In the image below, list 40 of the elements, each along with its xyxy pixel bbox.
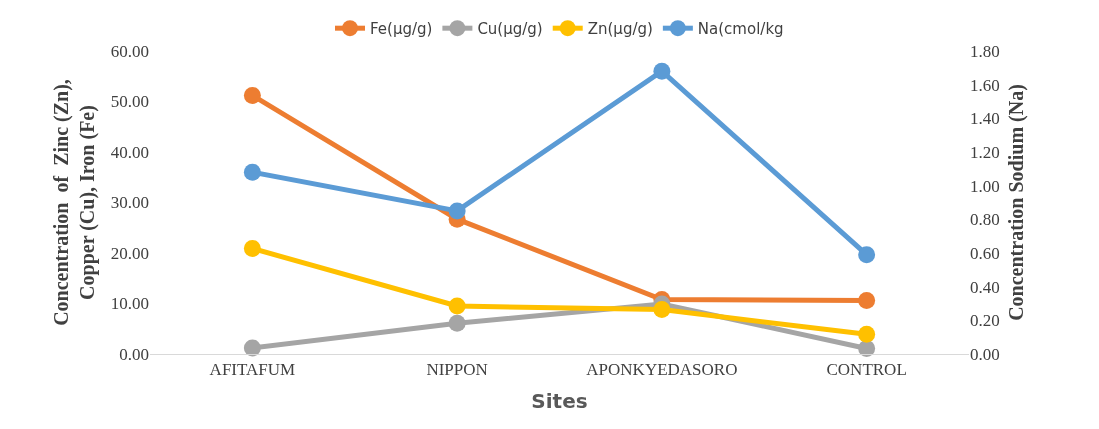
y2-tick-label: 1.20 bbox=[970, 142, 1000, 162]
y2-tick-label: 0.60 bbox=[970, 243, 1000, 263]
legend-label: Cu(µg/g) bbox=[477, 20, 543, 39]
y2-tick-label: 0.00 bbox=[970, 344, 1000, 364]
point bbox=[243, 86, 261, 104]
y-tick-label: 20.00 bbox=[110, 243, 149, 263]
point bbox=[448, 202, 466, 220]
y-tick-label: 30.00 bbox=[110, 193, 149, 213]
point bbox=[243, 339, 261, 357]
x-tick-label: AFITAFUM bbox=[209, 360, 296, 380]
y2-axis-title: Concentration Sodium (Na) bbox=[1005, 84, 1029, 321]
y2-tick-label: 1.80 bbox=[970, 41, 1000, 61]
y-tick-label: 10.00 bbox=[110, 294, 149, 314]
y-tick-label: 50.00 bbox=[110, 92, 149, 112]
point bbox=[858, 246, 876, 264]
y-axis-title: Concentration of Zinc (Zn), Copper (Cu), Iron (Fe) bbox=[50, 79, 100, 326]
point bbox=[243, 163, 261, 181]
y2-tick-label: 0.80 bbox=[970, 210, 1000, 230]
y-tick-label: 40.00 bbox=[110, 142, 149, 162]
y2-tick-label: 1.00 bbox=[970, 176, 1000, 196]
x-tick-label: CONTROL bbox=[826, 360, 907, 380]
legend-label: Zn(µg/g) bbox=[587, 20, 653, 39]
x-tick-label: APONKYEDASORO bbox=[586, 360, 738, 380]
point bbox=[858, 291, 876, 309]
point bbox=[448, 297, 466, 315]
y-tick-label: 60.00 bbox=[110, 41, 149, 61]
y2-tick-label: 1.40 bbox=[970, 109, 1000, 129]
y2-tick-label: 1.60 bbox=[970, 75, 1000, 95]
x-tick-label: NIPPON bbox=[426, 360, 488, 380]
y2-tick-label: 0.40 bbox=[970, 277, 1000, 297]
point bbox=[653, 301, 671, 319]
legend-label: Na(cmol/kg bbox=[697, 20, 784, 39]
point bbox=[448, 314, 466, 332]
y-tick-label: 0.00 bbox=[119, 344, 149, 364]
x-axis-title: Sites bbox=[531, 388, 588, 413]
legend-label: Fe(µg/g) bbox=[370, 20, 433, 39]
point bbox=[653, 62, 671, 80]
point bbox=[858, 325, 876, 343]
point bbox=[243, 239, 261, 257]
y2-tick-label: 0.20 bbox=[970, 311, 1000, 331]
